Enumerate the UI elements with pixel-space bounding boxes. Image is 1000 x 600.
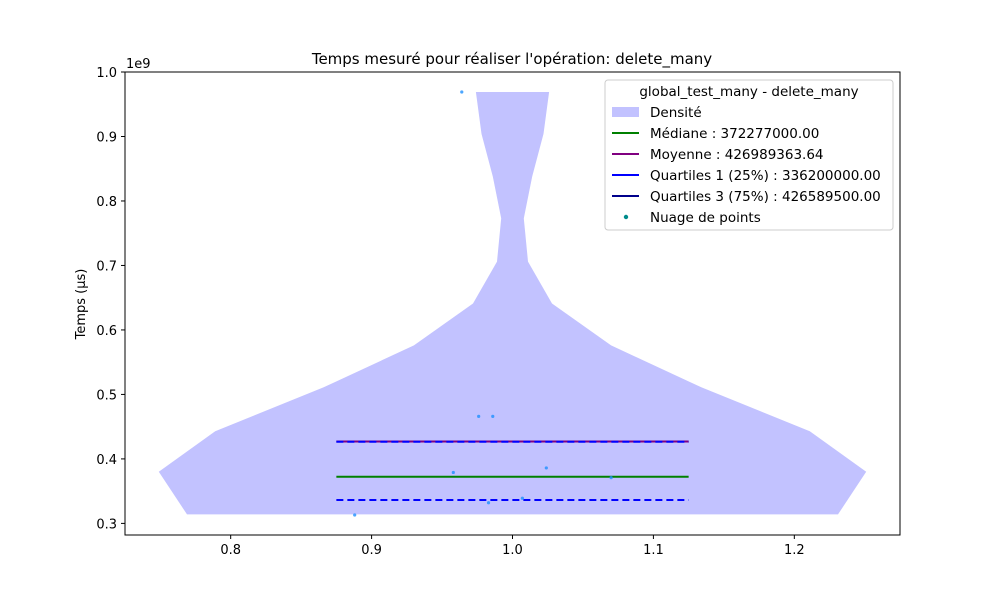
plot-area	[124, 71, 901, 536]
scatter-point	[609, 476, 613, 480]
y-tick-label: 0.9	[96, 130, 117, 145]
y-tick-label: 1.0	[96, 66, 117, 81]
scatter-point	[520, 496, 524, 500]
legend-entry-label: Quartiles 3 (75%) : 426589500.00	[650, 189, 881, 205]
x-tick-label: 0.8	[220, 543, 241, 558]
legend-entry-label: Médiane : 372277000.00	[650, 126, 819, 142]
x-tick-label: 1.1	[643, 543, 664, 558]
legend-entry-label: Moyenne : 426989363.64	[650, 147, 824, 163]
y-axis-label: Temps (µs)	[74, 269, 89, 341]
legend-entry-label: Quartiles 1 (25%) : 336200000.00	[650, 168, 881, 184]
legend-entry-label: Densité	[650, 105, 702, 121]
scatter-point	[477, 414, 481, 418]
scatter-point	[486, 501, 491, 505]
y-tick-label: 0.3	[96, 517, 117, 532]
y-tick-label: 0.5	[96, 388, 117, 403]
y-tick-label: 0.8	[96, 195, 117, 210]
legend: global_test_many - delete_many Densité Mé…	[604, 79, 894, 231]
scatter-point	[491, 414, 495, 418]
x-tick-label: 1.0	[502, 543, 523, 558]
legend-swatch-dot	[623, 214, 629, 220]
legend-swatch-density	[612, 107, 639, 117]
legend-title: global_test_many - delete_many	[639, 84, 858, 100]
scatter-point	[353, 513, 357, 517]
legend-entry-label: Nuage de points	[650, 210, 761, 226]
x-tick-label: 0.9	[361, 543, 382, 558]
scatter-point	[451, 470, 455, 475]
chart-title: Temps mesuré pour réaliser l'opération: …	[311, 50, 712, 69]
y-tick-label: 0.4	[96, 453, 117, 468]
y-axis: 0.3 0.4 0.5 0.6 0.7 0.8 0.9 1.0	[96, 66, 125, 532]
y-tick-label: 0.7	[96, 259, 117, 274]
y-tick-label: 0.6	[96, 324, 117, 339]
scatter-point	[460, 90, 464, 94]
x-tick-label: 1.2	[784, 543, 805, 558]
legend-entries: Densité Médiane : 372277000.00 Moyenne : 4…	[612, 105, 881, 226]
y-scale-label: 1e9	[126, 57, 151, 72]
density-violin	[158, 92, 867, 515]
legend-frame	[604, 79, 894, 231]
x-axis: 0.8 0.9 1.0 1.1 1.2	[220, 535, 805, 558]
scatter-point	[544, 466, 548, 470]
